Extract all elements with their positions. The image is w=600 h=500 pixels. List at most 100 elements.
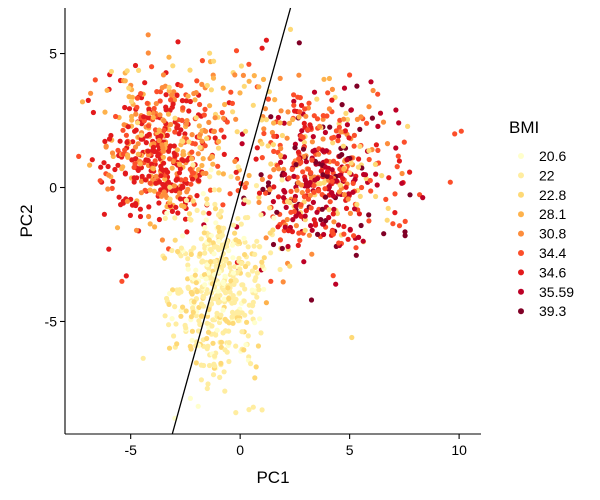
data-point: [227, 264, 233, 270]
data-point: [124, 198, 130, 204]
data-point: [396, 223, 403, 229]
data-point: [223, 328, 229, 334]
data-point: [297, 95, 303, 101]
data-point: [314, 96, 320, 102]
data-point: [206, 237, 212, 243]
data-point: [302, 177, 308, 183]
data-point: [175, 210, 181, 216]
data-point: [142, 177, 149, 183]
data-point: [90, 109, 96, 116]
data-point: [176, 290, 182, 296]
data-point: [375, 147, 381, 153]
data-point: [168, 92, 175, 98]
data-point: [224, 119, 230, 125]
data-point: [135, 151, 141, 157]
data-point: [124, 139, 130, 145]
data-point: [330, 193, 336, 199]
data-point: [186, 139, 192, 145]
data-point: [110, 178, 116, 184]
data-point: [268, 161, 274, 167]
data-point: [359, 184, 365, 191]
data-point: [150, 114, 156, 121]
data-point: [204, 201, 210, 207]
data-point: [215, 288, 221, 294]
data-point: [316, 151, 322, 157]
data-point: [330, 273, 336, 279]
data-point: [181, 204, 187, 210]
data-point: [210, 340, 216, 346]
data-point: [313, 159, 319, 165]
data-point: [271, 215, 277, 221]
data-point: [217, 374, 223, 380]
data-point: [210, 317, 216, 323]
data-point: [302, 106, 308, 112]
data-point: [117, 138, 123, 144]
data-point: [287, 26, 294, 32]
data-point: [307, 122, 313, 128]
data-point: [364, 120, 370, 126]
data-point: [399, 180, 405, 186]
legend-key: [518, 269, 524, 276]
data-point: [282, 189, 288, 195]
data-point: [212, 115, 218, 121]
data-point: [97, 178, 103, 184]
data-point: [229, 242, 236, 248]
data-point: [253, 364, 259, 370]
data-point: [204, 346, 210, 352]
data-point: [199, 313, 205, 319]
data-point: [195, 151, 201, 157]
data-point: [300, 169, 306, 175]
data-point: [85, 97, 91, 103]
data-point: [216, 229, 222, 235]
data-point: [122, 78, 128, 84]
data-point: [254, 270, 260, 276]
data-point: [357, 193, 363, 199]
data-point: [163, 92, 169, 98]
data-point: [347, 170, 353, 176]
data-point: [311, 89, 318, 95]
data-point: [141, 118, 147, 124]
data-point: [250, 404, 256, 410]
data-point: [316, 188, 322, 194]
data-point: [162, 176, 168, 182]
data-point: [339, 102, 345, 108]
data-point: [248, 361, 254, 367]
data-point: [250, 102, 256, 108]
data-point: [157, 98, 163, 104]
data-point: [176, 170, 183, 176]
data-point: [452, 131, 458, 137]
data-point: [394, 164, 400, 170]
data-point: [126, 85, 132, 91]
data-point: [166, 322, 172, 328]
data-point: [253, 156, 259, 162]
data-point: [345, 196, 351, 202]
data-point: [252, 264, 258, 270]
data-point: [338, 129, 344, 135]
data-point: [308, 223, 314, 229]
data-point: [192, 97, 198, 103]
data-point: [178, 313, 184, 319]
data-point: [220, 202, 226, 208]
data-point: [166, 84, 172, 90]
data-point: [218, 339, 225, 345]
data-point: [301, 139, 307, 146]
data-point: [102, 138, 108, 144]
data-point: [187, 395, 193, 401]
data-point: [377, 110, 384, 116]
data-point: [173, 321, 179, 327]
data-point: [210, 240, 216, 246]
data-point: [291, 92, 297, 98]
data-point: [245, 271, 251, 277]
data-point: [172, 129, 178, 135]
data-point: [167, 156, 173, 162]
data-point: [209, 296, 215, 302]
data-point: [329, 178, 335, 184]
data-point: [200, 191, 206, 197]
data-point: [303, 159, 309, 165]
data-point: [252, 251, 258, 257]
data-point: [171, 143, 177, 149]
data-point: [138, 136, 144, 142]
data-point: [341, 231, 347, 237]
data-point: [390, 221, 396, 227]
data-point: [330, 140, 336, 146]
